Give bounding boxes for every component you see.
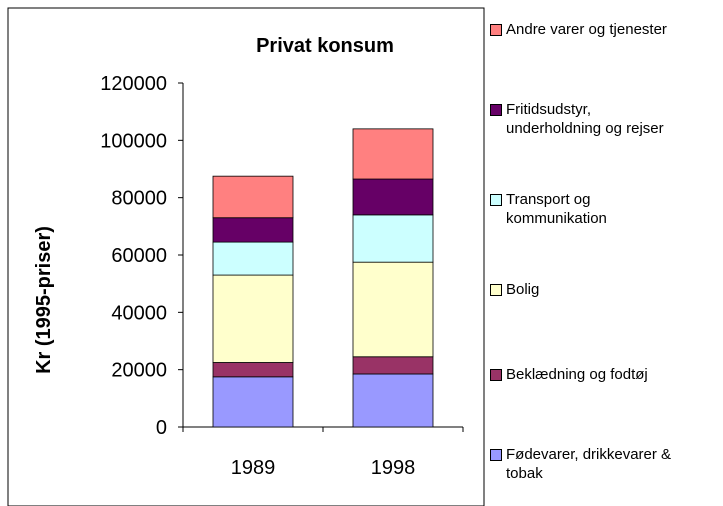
legend-label: Transport og kommunikation <box>506 191 607 227</box>
legend-item: Fritidsudstyr, underholdning og rejser <box>490 100 720 138</box>
chart-frame <box>7 7 485 506</box>
legend-item: Transport og kommunikation <box>490 190 720 228</box>
legend-swatch <box>490 369 502 381</box>
bar-segment <box>212 376 294 428</box>
legend-item: Andre varer og tjenester <box>490 20 720 39</box>
bar-segment <box>212 217 294 243</box>
legend-swatch <box>490 194 502 206</box>
bar-segment <box>212 241 294 276</box>
y-tick-label: 40000 <box>111 302 167 324</box>
bar-segment <box>212 175 294 219</box>
legend-swatch <box>490 284 502 296</box>
legend-label: Bolig <box>506 281 540 298</box>
bar-segment <box>352 178 434 216</box>
x-tick-label: 1989 <box>231 457 276 479</box>
bar-segment <box>212 274 294 363</box>
bar-segment <box>352 356 434 375</box>
legend-label: Beklædning og fodtøj <box>506 366 648 383</box>
y-tick-label: 80000 <box>111 188 167 210</box>
bar-segment <box>352 373 434 428</box>
bar-segment <box>352 128 434 180</box>
legend-swatch <box>490 24 502 36</box>
chart-title: Privat konsum <box>256 35 394 57</box>
y-tick-label: 60000 <box>111 245 167 267</box>
legend-item: Fødevarer, drikkevarer & tobak <box>490 445 720 483</box>
legend-item: Bolig <box>490 280 720 299</box>
bar-segment <box>352 214 434 263</box>
legend-label: Andre varer og tjenester <box>506 21 667 38</box>
bar-segment <box>352 261 434 358</box>
legend-item: Beklædning og fodtøj <box>490 365 720 384</box>
y-tick-label: 20000 <box>111 360 167 382</box>
legend-label: Fødevarer, drikkevarer & tobak <box>506 446 672 482</box>
y-tick-label: 100000 <box>100 130 167 152</box>
y-tick-label: 120000 <box>100 73 167 95</box>
y-axis-label: Kr (1995-priser) <box>33 226 55 374</box>
legend-label: Fritidsudstyr, underholdning og rejser <box>506 101 664 137</box>
legend-swatch <box>490 104 502 116</box>
y-tick-label: 0 <box>156 417 167 439</box>
legend-swatch <box>490 449 502 461</box>
x-tick-label: 1998 <box>371 457 416 479</box>
bar-segment <box>212 362 294 378</box>
